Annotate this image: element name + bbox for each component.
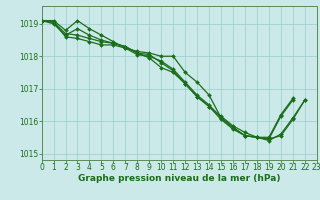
X-axis label: Graphe pression niveau de la mer (hPa): Graphe pression niveau de la mer (hPa) [78, 174, 280, 183]
